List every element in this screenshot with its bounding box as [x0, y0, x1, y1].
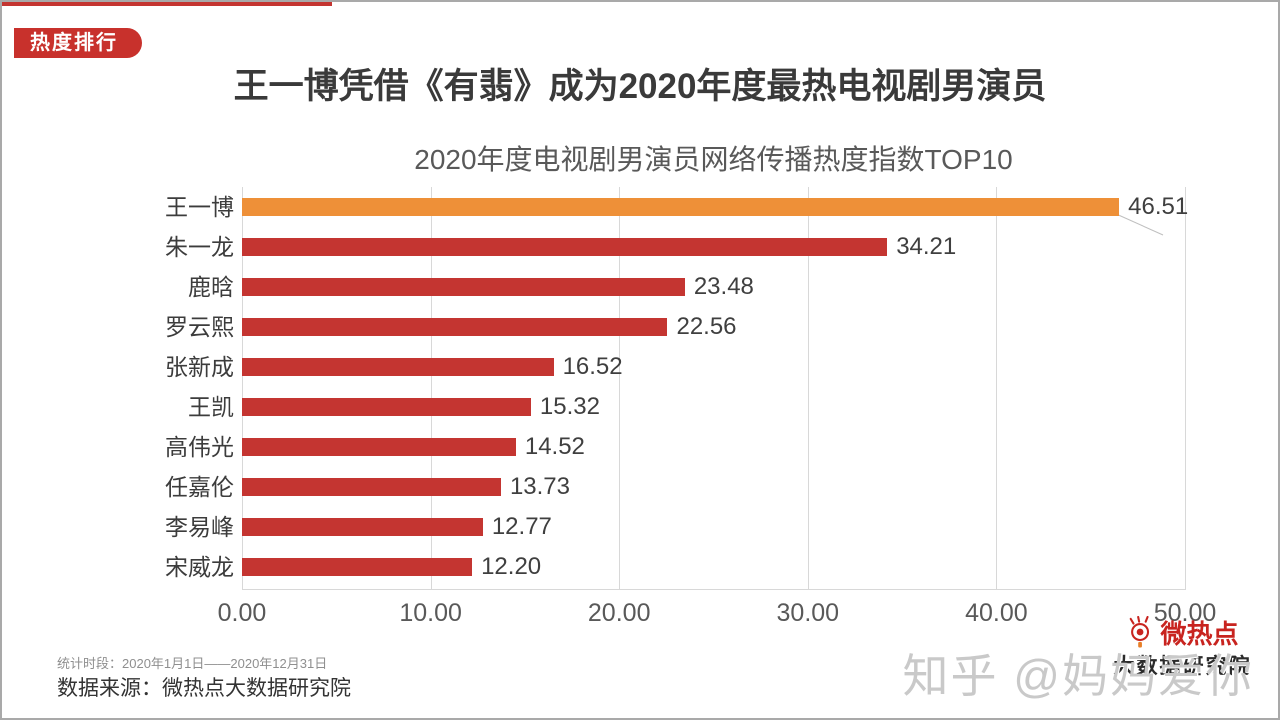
gridline	[1185, 187, 1186, 590]
bar	[242, 278, 685, 296]
category-label: 张新成	[165, 354, 234, 380]
bar	[242, 238, 888, 256]
bar-value-label: 23.48	[693, 273, 754, 300]
bar-value-label: 16.52	[562, 353, 623, 380]
bar	[242, 198, 1120, 216]
bar	[242, 518, 483, 536]
category-label: 罗云熙	[165, 314, 234, 340]
category-label: 王一博	[165, 194, 234, 220]
bar-value-label: 12.77	[491, 513, 552, 540]
gridline	[430, 187, 432, 590]
category-label: 鹿晗	[188, 274, 234, 300]
badge-label: 热度排行	[30, 32, 118, 54]
x-axis-line	[242, 589, 1185, 590]
top-accent-line	[2, 2, 332, 6]
weibo-eye-icon	[1126, 615, 1156, 652]
bar-value-label: 34.21	[896, 233, 957, 260]
main-title: 王一博凭借《有翡》成为2020年度最热电视剧男演员	[233, 67, 1047, 106]
bar-value-label: 14.52	[524, 433, 585, 460]
bar	[242, 358, 554, 376]
x-tick-label: 20.00	[587, 599, 651, 627]
logo-subtitle: 大数据研究院	[1113, 655, 1252, 678]
bar	[242, 558, 473, 576]
chart-title: 2020年度电视剧男演员网络传播热度指数TOP10	[414, 144, 1013, 175]
bar-chart-plot: 46.51 34.21 23.48 22.56 16.52 15.32 14.52 13.73…	[242, 187, 1189, 590]
gridline	[807, 187, 809, 590]
x-tick-label: 40.00	[965, 599, 1028, 627]
stat-period: 统计时段：2020年1月1日——2020年12月31日	[57, 656, 328, 671]
x-axis-ticks: 0.00 10.00 20.00 30.00 40.00 50.00	[218, 599, 1217, 633]
watermark: 知乎 @妈妈爱你	[902, 650, 1254, 702]
gridline	[996, 187, 998, 590]
bar-value-label: 46.51	[1128, 193, 1189, 220]
x-tick-label: 30.00	[776, 599, 840, 627]
category-label: 朱一龙	[165, 234, 234, 260]
category-label: 任嘉伦	[165, 474, 234, 500]
gridline	[619, 187, 621, 590]
bar-value-label: 22.56	[676, 313, 737, 340]
bar-value-label: 15.32	[539, 393, 600, 420]
gridline	[242, 187, 243, 590]
bar-value-label: 12.20	[481, 553, 542, 580]
data-source: 数据来源：微热点大数据研究院	[57, 677, 351, 700]
x-tick-label: 50.00	[1153, 599, 1217, 627]
x-tick-label: 0.00	[217, 599, 267, 627]
bar	[242, 318, 668, 336]
category-label: 王凯	[188, 394, 234, 420]
category-label: 李易峰	[165, 514, 234, 540]
bar-value-label: 13.73	[509, 473, 570, 500]
category-label: 高伟光	[165, 434, 234, 460]
bar	[242, 438, 516, 456]
bar	[242, 478, 501, 496]
logo-name: 微热点	[1160, 619, 1239, 649]
bar	[242, 398, 531, 416]
category-labels: 王一博朱一龙鹿晗罗云熙张新成王凯高伟光任嘉伦李易峰宋威龙	[62, 187, 234, 590]
ranking-badge: 热度排行	[14, 28, 142, 58]
category-label: 宋威龙	[165, 554, 234, 580]
x-tick-label: 10.00	[399, 599, 462, 627]
weire-dian-logo: 微热点 大数据研究院	[1095, 615, 1270, 678]
